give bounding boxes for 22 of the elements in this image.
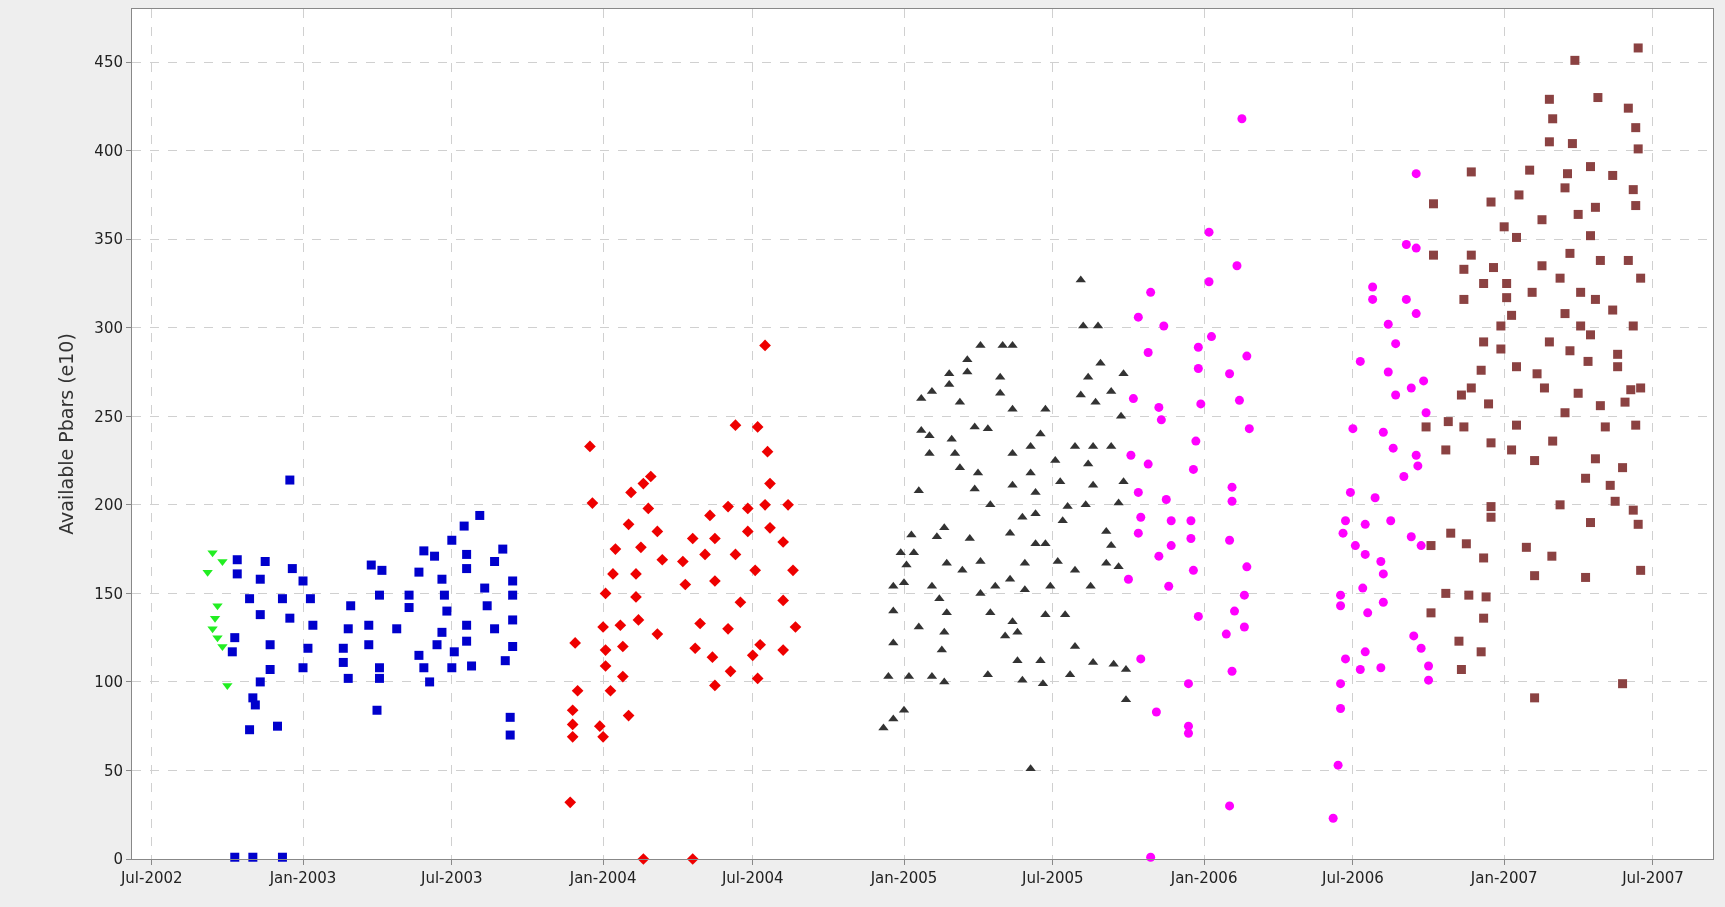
y-tick-label: 400 <box>94 141 123 160</box>
y-tick-label: 0 <box>113 850 123 869</box>
y-tick-label: 150 <box>94 584 123 603</box>
x-tick-label: Jan-2007 <box>1469 869 1538 887</box>
y-tick-label: 200 <box>94 496 123 515</box>
x-tick-label: Jan-2006 <box>1169 869 1238 887</box>
x-tick-label: Jan-2005 <box>869 869 938 887</box>
x-tick-label: Jul-2003 <box>419 869 483 887</box>
x-tick-label: Jul-2006 <box>1321 869 1384 887</box>
y-tick-label: 100 <box>94 673 123 692</box>
y-tick-label: 350 <box>94 230 123 249</box>
x-tick-label: Jan-2004 <box>568 869 637 887</box>
x-tick-label: Jul-2002 <box>119 869 183 887</box>
x-tick-label: Jul-2005 <box>1020 869 1084 887</box>
y-axis-title: Available Pbars (e10) <box>55 333 78 535</box>
x-tick-label: Jan-2003 <box>268 869 337 887</box>
y-tick-label: 450 <box>94 53 123 72</box>
x-tick-label: Jul-2007 <box>1621 869 1684 887</box>
x-tick-label: Jul-2004 <box>720 869 784 887</box>
y-tick-label: 50 <box>103 761 123 780</box>
y-tick-label: 250 <box>94 407 123 426</box>
y-tick-label: 300 <box>94 319 123 337</box>
